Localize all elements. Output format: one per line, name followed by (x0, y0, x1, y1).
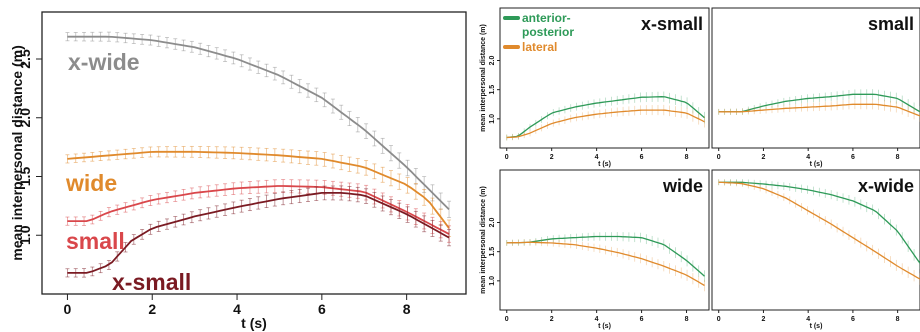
series-anterior-posterior (718, 89, 920, 118)
x-axis-label: t (s) (598, 161, 611, 168)
x-tick-label: 6 (640, 154, 644, 161)
panel-title: x-wide (858, 176, 914, 196)
series-line (718, 103, 920, 117)
x-tick-label: 8 (685, 316, 689, 323)
y-axis-label: mean interpersonal distance (m) (480, 24, 487, 132)
x-tick-label: 0 (505, 316, 509, 323)
x-tick-label: 8 (896, 316, 900, 323)
legend-label-lateral: lateral (522, 40, 557, 54)
plot-frame (711, 7, 920, 149)
y-tick-label: 1.0 (489, 114, 496, 124)
x-tick-label: 2 (761, 316, 765, 323)
series-line (67, 150, 450, 229)
series-line (506, 235, 705, 277)
y-tick-label: 1.5 (489, 85, 496, 95)
x-axis-label: t (s) (810, 323, 823, 330)
y-tick-label: 2.0 (489, 56, 496, 66)
series-line (506, 241, 705, 287)
x-axis-label: t (s) (241, 315, 267, 331)
series-lateral (506, 239, 705, 292)
y-axis-label: mean interpersonal distance (m) (9, 45, 25, 261)
x-tick-label: 6 (318, 301, 326, 317)
series-line (718, 181, 920, 264)
x-tick-label: 8 (403, 301, 411, 317)
x-tick-label: 0 (717, 154, 721, 161)
panel-title: wide (662, 176, 703, 196)
y-axis-label: mean interpersonal distance (m) (480, 186, 487, 294)
series-line (67, 191, 450, 274)
x-tick-label: 2 (550, 316, 554, 323)
series-lateral (718, 179, 920, 285)
series-anterior-posterior (718, 179, 920, 270)
plot-frame (499, 169, 710, 311)
x-tick-label: 4 (595, 316, 599, 323)
series-line (506, 96, 705, 139)
y-tick-label: 2.5 (17, 49, 33, 69)
x-tick-label: 4 (233, 301, 241, 317)
x-tick-label: 2 (761, 154, 765, 161)
series-line (67, 185, 450, 235)
y-tick-label: 2.0 (489, 218, 496, 228)
series-x-small (65, 185, 452, 278)
series-label-wide: wide (65, 170, 117, 196)
y-tick-label: 1.5 (489, 247, 496, 257)
y-tick-label: 2.0 (17, 108, 33, 128)
plot-frame (711, 169, 920, 311)
x-axis-label: t (s) (810, 161, 823, 168)
x-tick-label: 8 (896, 154, 900, 161)
series-line (718, 93, 920, 113)
x-tick-label: 2 (550, 154, 554, 161)
plot-frame (41, 11, 467, 295)
series-label-x-small: x-small (112, 269, 191, 295)
y-tick-label: 1.0 (17, 225, 33, 245)
x-tick-label: 4 (806, 154, 810, 161)
x-tick-label: 8 (685, 154, 689, 161)
x-axis-label: t (s) (598, 323, 611, 330)
y-tick-label: 1.0 (489, 276, 496, 286)
x-tick-label: 6 (851, 154, 855, 161)
series-lateral (506, 104, 705, 141)
x-tick-label: 2 (148, 301, 156, 317)
legend-label-anterior-posterior-2: posterior (522, 25, 574, 39)
series-anterior-posterior (506, 231, 705, 282)
x-tick-label: 6 (640, 316, 644, 323)
x-tick-label: 0 (717, 316, 721, 323)
series-wide (65, 145, 452, 237)
x-tick-label: 4 (806, 316, 810, 323)
series-lateral (718, 99, 920, 122)
chart-panel-4: 0 2 4 6 8 t (s) x-wide (711, 169, 920, 330)
chart-panel-2: 0 2 4 6 8 t (s) small (711, 7, 920, 168)
y-tick-label: 1.5 (17, 167, 33, 187)
legend-label-anterior-posterior: anterior- (522, 11, 571, 25)
series-line (67, 35, 450, 211)
series-line (718, 181, 920, 280)
panel-title: x-small (641, 14, 703, 34)
series-label-x-wide: x-wide (68, 49, 140, 75)
x-tick-label: 0 (505, 154, 509, 161)
series-line (506, 109, 705, 139)
panel-title: small (868, 14, 914, 34)
x-tick-label: 4 (595, 154, 599, 161)
x-tick-label: 6 (851, 316, 855, 323)
series-label-small: small (66, 228, 125, 254)
x-tick-label: 0 (64, 301, 72, 317)
